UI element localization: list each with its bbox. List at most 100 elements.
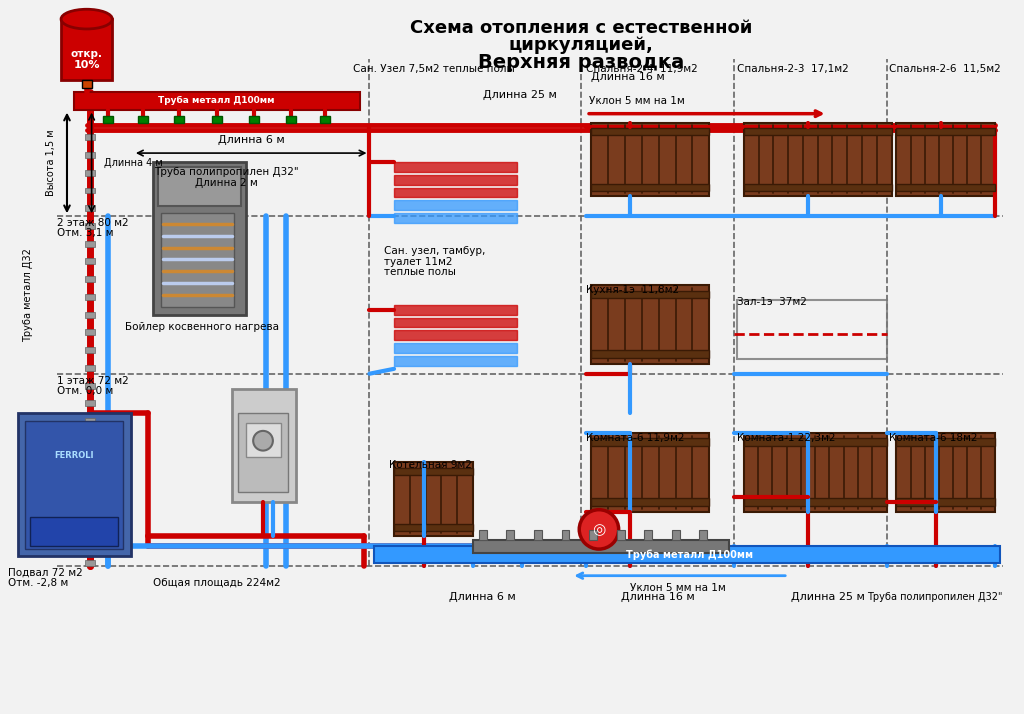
Bar — [394, 463, 473, 536]
Bar — [85, 170, 94, 176]
Text: Длинна 6 м: Длинна 6 м — [450, 593, 516, 603]
Bar — [85, 525, 94, 531]
Text: Сан. Узел 7,5м2 теплые полы: Сан. Узел 7,5м2 теплые полы — [352, 64, 514, 74]
Bar — [30, 517, 118, 546]
Text: откр.: откр. — [71, 49, 102, 59]
Bar — [85, 134, 94, 140]
Bar — [591, 438, 710, 446]
Text: Кухня-1э  11,8м2: Кухня-1э 11,8м2 — [586, 285, 679, 295]
Bar — [153, 162, 247, 315]
Bar — [896, 184, 995, 191]
Bar — [138, 116, 147, 123]
Text: циркуляцией,: циркуляцией, — [509, 36, 653, 54]
Bar — [321, 116, 330, 123]
Bar — [743, 498, 887, 506]
Text: Труба металл Д32: Труба металл Д32 — [23, 248, 33, 342]
Bar — [85, 542, 94, 548]
Text: Спальня-2-4  11,9м2: Спальня-2-4 11,9м2 — [586, 64, 698, 74]
Text: Котельная 9м2: Котельная 9м2 — [389, 461, 472, 471]
Bar — [85, 401, 94, 406]
Bar — [85, 258, 94, 264]
Bar — [249, 116, 259, 123]
Text: ◎: ◎ — [592, 522, 605, 537]
Bar — [17, 413, 131, 556]
Text: FERROLI: FERROLI — [54, 451, 93, 460]
Bar — [591, 291, 710, 298]
Text: Труба металл Д100мм: Труба металл Д100мм — [159, 96, 275, 106]
Text: Общая площадь 224м2: Общая площадь 224м2 — [153, 578, 281, 588]
Text: Длинна 25 м: Длинна 25 м — [482, 90, 557, 100]
Bar — [286, 116, 296, 123]
Bar — [85, 471, 94, 477]
Bar — [85, 489, 94, 495]
Bar — [644, 531, 652, 540]
Text: Комната-1 22,3м2: Комната-1 22,3м2 — [737, 433, 836, 443]
Bar — [699, 531, 708, 540]
Text: 1 этаж 72 м2: 1 этаж 72 м2 — [57, 376, 129, 386]
Bar — [896, 123, 995, 196]
Bar — [506, 531, 514, 540]
Bar — [231, 388, 296, 502]
Bar — [85, 347, 94, 353]
Bar — [743, 123, 892, 196]
Bar — [534, 531, 542, 540]
Bar — [896, 438, 995, 446]
Text: Длинна 6 м: Длинна 6 м — [218, 135, 285, 145]
Text: Спальня-2-3  17,1м2: Спальня-2-3 17,1м2 — [737, 64, 849, 74]
Bar — [591, 351, 710, 358]
Text: Бойлер косвенного нагрева: Бойлер косвенного нагрева — [125, 321, 279, 331]
Bar — [85, 294, 94, 300]
Bar — [591, 123, 710, 196]
Bar — [85, 418, 94, 424]
Text: Длинна 25 м: Длинна 25 м — [791, 593, 864, 603]
Text: Длинна 16 м: Длинна 16 м — [591, 72, 665, 82]
Bar — [85, 436, 94, 442]
Bar — [375, 546, 999, 563]
Bar — [591, 184, 710, 191]
Bar — [103, 116, 114, 123]
Text: туалет 11м2: туалет 11м2 — [384, 256, 453, 266]
Text: Высота 1,5 м: Высота 1,5 м — [46, 130, 56, 196]
Bar — [394, 524, 473, 531]
Text: Уклон 5 мм на 1м: Уклон 5 мм на 1м — [589, 96, 685, 106]
Bar — [85, 560, 94, 565]
Bar — [82, 80, 91, 88]
Text: Длинна 4 м: Длинна 4 м — [104, 158, 163, 168]
Bar — [743, 128, 892, 135]
Bar — [561, 531, 569, 540]
Bar — [672, 531, 680, 540]
Bar — [394, 162, 517, 172]
Text: Уклон 5 мм на 1м: Уклон 5 мм на 1м — [630, 583, 726, 593]
Bar — [61, 19, 113, 80]
Circle shape — [580, 510, 618, 549]
Bar — [85, 453, 94, 459]
Bar — [394, 175, 517, 185]
Bar — [591, 433, 710, 512]
Text: теплые полы: теплые полы — [384, 267, 456, 277]
Bar — [85, 383, 94, 388]
Text: Спальня-2-6  11,5м2: Спальня-2-6 11,5м2 — [889, 64, 1000, 74]
Bar — [85, 206, 94, 211]
Bar — [85, 188, 94, 193]
Text: Верхняя разводка: Верхняя разводка — [478, 53, 684, 71]
Bar — [85, 329, 94, 336]
Bar — [394, 188, 517, 197]
Bar — [591, 285, 710, 364]
Text: Труба полипропилен Д32": Труба полипропилен Д32" — [155, 167, 299, 177]
Bar — [591, 128, 710, 135]
Bar — [394, 318, 517, 328]
Text: Труба полипропилен Д32": Труба полипропилен Д32" — [867, 593, 1002, 603]
Bar — [394, 201, 517, 210]
Text: Труба металл Д100мм: Труба металл Д100мм — [626, 550, 753, 560]
Bar — [479, 531, 486, 540]
Bar — [616, 531, 625, 540]
Bar — [74, 92, 359, 110]
Bar — [85, 223, 94, 229]
Bar — [239, 413, 288, 492]
Text: Зал-1э  37м2: Зал-1э 37м2 — [737, 297, 807, 307]
Text: Отм. 3,1 м: Отм. 3,1 м — [57, 228, 114, 238]
Bar — [896, 498, 995, 506]
Bar — [394, 305, 517, 315]
Text: Схема отопления с естественной: Схема отопления с естественной — [410, 19, 753, 37]
Bar — [212, 116, 221, 123]
